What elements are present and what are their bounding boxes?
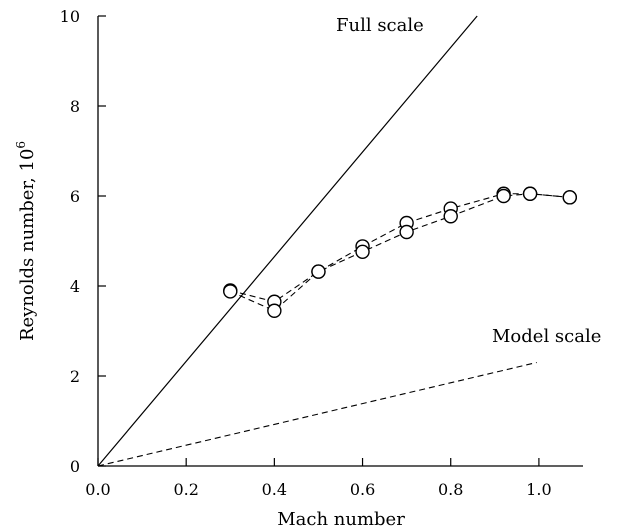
y-tick-label: 10 [60, 7, 80, 26]
x-tick-label: 0.2 [173, 480, 198, 499]
y-axis-title-text: Reynolds number, 10 [17, 149, 38, 341]
y-axis-title-exponent: 6 [14, 141, 28, 149]
annotation-full-scale: Full scale [336, 15, 424, 36]
axes: 0.0 0.2 0.4 0.6 0.8 1.0 0 2 4 6 8 10 [60, 7, 583, 499]
x-tick-label: 0.6 [350, 480, 375, 499]
full-scale-line [97, 15, 478, 467]
data-series-2-line [230, 193, 570, 303]
data-point-marker [443, 209, 458, 224]
data-point-marker [496, 188, 511, 204]
data-point-marker [311, 264, 326, 279]
data-point-marker [562, 190, 577, 205]
x-tick-label: 0.4 [262, 480, 287, 499]
data-point-marker [522, 186, 538, 201]
x-axis-title: Mach number [277, 509, 405, 530]
y-tick-label: 8 [70, 97, 80, 116]
data-point-marker [267, 303, 282, 318]
y-axis-title: Reynolds number, 106 [14, 141, 38, 341]
y-tick-label: 2 [70, 367, 80, 386]
chart-markers [223, 186, 577, 318]
data-point-marker [355, 244, 370, 260]
annotation-model-scale: Model scale [492, 326, 601, 347]
chart-labels: Full scale Model scale Mach number Reyno… [14, 15, 601, 530]
y-tick-label: 4 [70, 277, 80, 296]
data-point-marker [399, 224, 414, 240]
x-tick-label: 0.0 [85, 480, 110, 499]
chart-lines [97, 15, 570, 467]
y-tick-label: 6 [70, 187, 80, 206]
model-scale-line [97, 361, 537, 467]
y-tick-label: 0 [70, 457, 80, 476]
x-tick-label: 1.0 [526, 480, 551, 499]
data-series-3-line [230, 193, 570, 312]
data-point-marker [223, 284, 238, 299]
x-tick-label: 0.8 [438, 480, 463, 499]
